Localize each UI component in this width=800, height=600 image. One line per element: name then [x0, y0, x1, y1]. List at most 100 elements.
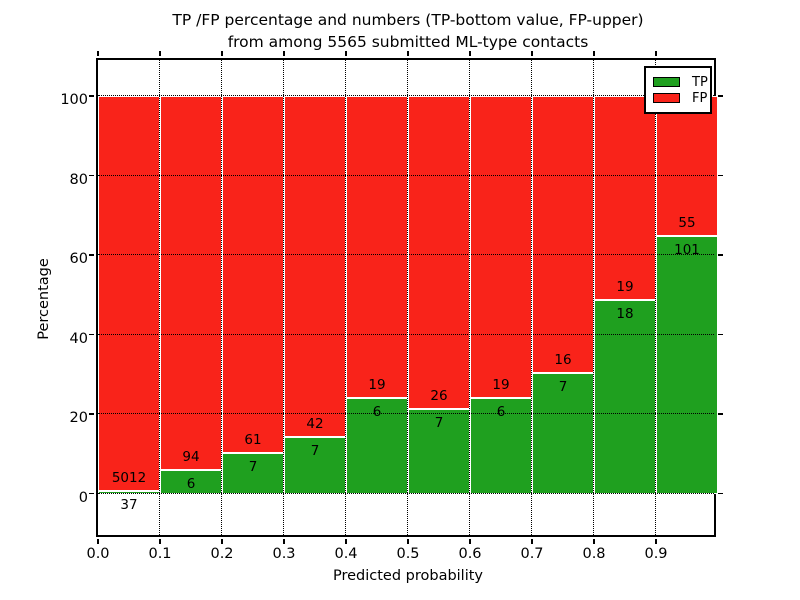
gridline-vertical — [159, 60, 161, 535]
bar-group — [160, 96, 222, 494]
tick-mark — [407, 539, 409, 544]
tick-mark — [89, 254, 94, 256]
bar-label-tp: 18 — [616, 306, 634, 323]
fp-bar-segment — [98, 96, 160, 491]
bar-label-tp: 6 — [186, 475, 196, 492]
tick-mark — [655, 539, 657, 544]
fp-bar-segment — [284, 96, 346, 437]
x-tick-label: 0.9 — [644, 546, 668, 562]
fp-bar-segment — [594, 96, 656, 301]
x-tick-label: 0.0 — [86, 546, 110, 562]
gridline-vertical — [283, 60, 285, 535]
bar-group — [408, 96, 470, 494]
bar-label-fp: 19 — [368, 377, 386, 394]
tick-mark — [89, 492, 94, 495]
bar-group — [656, 96, 718, 494]
gridline-horizontal — [98, 254, 714, 255]
bar-label-tp: 37 — [120, 496, 138, 513]
gridline-horizontal — [98, 413, 714, 414]
tick-mark — [221, 51, 223, 56]
bar-label-tp: 7 — [558, 378, 568, 395]
bar-label-tp: 7 — [248, 458, 258, 475]
bar-group — [98, 96, 160, 494]
tp-bar-segment — [346, 398, 408, 494]
y-tick-label: 100 — [60, 92, 88, 108]
bar-label-tp: 7 — [434, 415, 444, 432]
gridline-horizontal — [98, 333, 714, 335]
x-tick-label: 0.6 — [458, 546, 482, 562]
tick-mark — [593, 51, 595, 56]
tick-mark — [345, 539, 347, 544]
bar-label-fp: 26 — [430, 388, 448, 405]
x-axis-label: Predicted probability — [332, 568, 484, 584]
bar-label-tp: 101 — [674, 242, 700, 259]
y-tick-label: 20 — [69, 410, 88, 426]
tick-mark — [221, 539, 223, 544]
tick-mark — [718, 413, 723, 415]
tick-mark — [655, 51, 657, 56]
gridline-vertical — [345, 60, 347, 535]
gridline-vertical — [593, 60, 595, 535]
tick-mark — [718, 95, 723, 97]
x-tick-label: 0.1 — [148, 546, 172, 562]
tp-bar-segment — [594, 300, 656, 494]
gridline-vertical — [407, 60, 409, 535]
y-tick-label: 0 — [78, 489, 88, 506]
bar-label-fp: 42 — [306, 415, 324, 432]
bar-label-tp: 7 — [310, 442, 320, 459]
tick-mark — [718, 333, 723, 336]
gridline-horizontal — [98, 95, 714, 96]
legend-label-fp: FP — [692, 90, 708, 106]
tick-mark — [345, 51, 347, 56]
tick-mark — [531, 539, 533, 544]
tick-mark — [469, 539, 471, 544]
tick-mark — [159, 539, 161, 544]
bar-group — [284, 96, 346, 494]
tick-mark — [469, 51, 471, 56]
bar-label-fp: 55 — [678, 215, 696, 232]
bar-label-fp: 16 — [554, 351, 572, 368]
bar-label-fp: 19 — [616, 279, 634, 296]
tick-mark — [89, 174, 94, 177]
x-tick-label: 0.4 — [334, 546, 358, 562]
plot-area: TP FP 5012 37 94 6 61 7 42 7 19 6 26 7 19 6 16 7 19 18 55 1… — [60, 51, 723, 562]
x-tick-label: 0.7 — [520, 546, 544, 562]
fp-bar-segment — [222, 96, 284, 453]
bar-label-fp: 94 — [182, 448, 200, 465]
bar-label-fp: 19 — [492, 377, 510, 394]
legend-label-tp: TP — [692, 74, 708, 90]
tick-mark — [718, 492, 723, 495]
tick-mark — [593, 539, 595, 544]
y-tick-label: 60 — [69, 251, 88, 267]
tick-mark — [89, 333, 94, 336]
bar-label-fp: 5012 — [111, 469, 147, 486]
tick-mark — [97, 51, 99, 56]
tick-mark — [531, 51, 533, 56]
fp-swatch-icon — [653, 93, 680, 103]
bar-group — [470, 96, 532, 494]
legend: TP FP — [644, 66, 712, 114]
bar-label-fp: 61 — [244, 431, 262, 448]
legend-item-fp: FP — [653, 90, 707, 106]
tick-mark — [89, 413, 94, 415]
tp-swatch-icon — [653, 77, 680, 87]
bar-group — [594, 96, 656, 494]
x-tick-label: 0.5 — [396, 546, 420, 562]
gridline-vertical — [531, 60, 533, 535]
fp-bar-segment — [532, 96, 594, 373]
fp-bar-segment — [408, 96, 470, 410]
gridline-horizontal — [98, 174, 714, 176]
tick-mark — [283, 539, 285, 544]
x-tick-label: 0.2 — [210, 546, 234, 562]
x-tick-label: 0.3 — [272, 546, 296, 562]
y-tick-label: 40 — [69, 330, 88, 347]
tick-mark — [718, 174, 723, 177]
legend-item-tp: TP — [653, 74, 708, 90]
tick-mark — [283, 51, 285, 56]
x-tick-label: 0.8 — [582, 546, 606, 562]
tick-mark — [97, 539, 99, 544]
bar-label-tp: 6 — [496, 404, 506, 421]
y-axis-label: Percentage — [36, 258, 52, 340]
chart-title-line2: from among 5565 submitted ML-type contac… — [227, 33, 589, 51]
